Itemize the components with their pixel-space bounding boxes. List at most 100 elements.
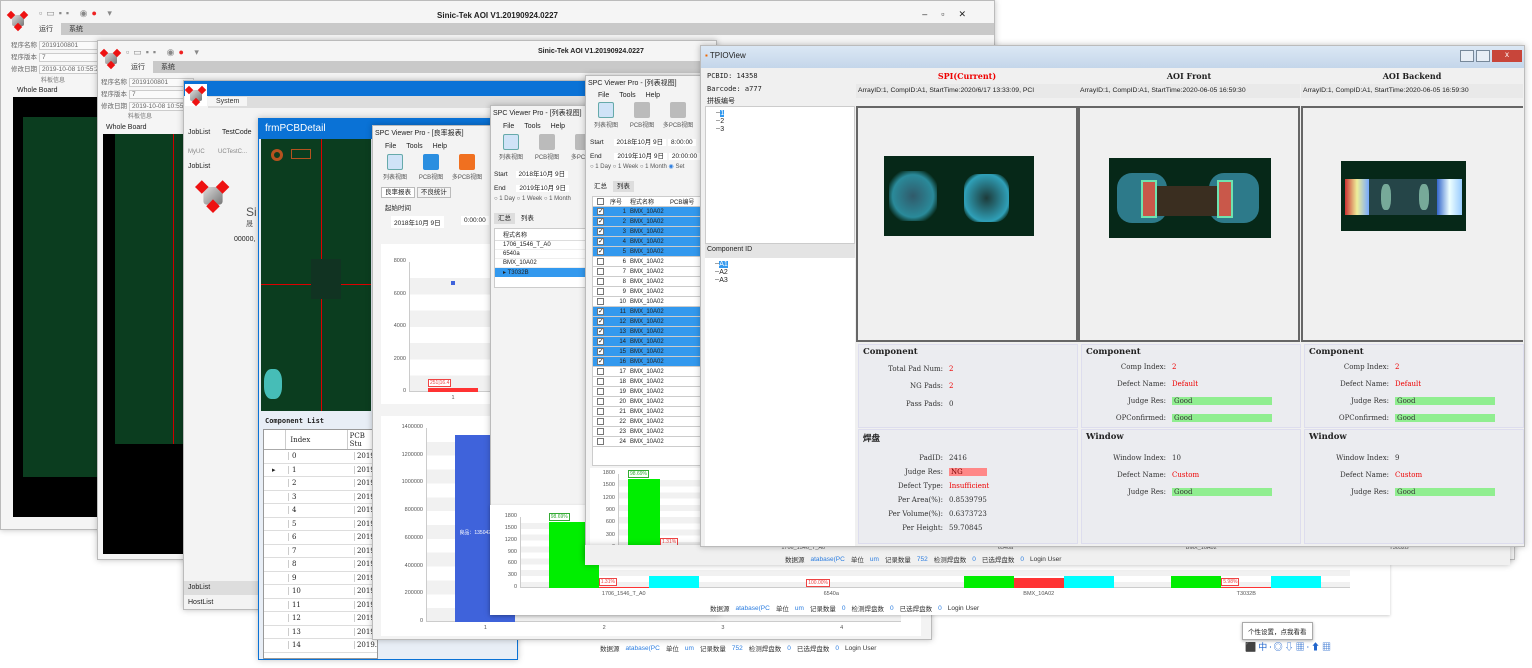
table-row[interactable]: 8 2019. xyxy=(264,558,377,572)
data-point[interactable] xyxy=(451,281,455,286)
table-row[interactable]: ✓ 15 BMX_10A02 xyxy=(593,347,706,357)
row-checkbox[interactable] xyxy=(597,398,604,405)
menu-file[interactable]: File xyxy=(598,92,610,99)
table-row[interactable]: 23 BMX_10A02 xyxy=(593,427,706,437)
menu-file[interactable]: File xyxy=(503,123,515,130)
row-checkbox[interactable]: ✓ xyxy=(597,328,604,335)
row-checkbox[interactable] xyxy=(597,388,604,395)
bar-cyan[interactable] xyxy=(1063,576,1114,588)
window-controls[interactable]: –▫✕ xyxy=(922,9,980,19)
table-row[interactable]: 18 BMX_10A02 xyxy=(593,377,706,387)
bar-green[interactable] xyxy=(628,478,660,548)
table-row[interactable]: 22 BMX_10A02 xyxy=(593,417,706,427)
menu-tools[interactable]: Tools xyxy=(524,123,541,130)
column-header-pcb[interactable]: PCB Stu xyxy=(346,430,377,449)
close-button[interactable]: x xyxy=(1492,50,1522,62)
board-view[interactable] xyxy=(103,134,188,554)
row-checkbox[interactable]: ✓ xyxy=(597,318,604,325)
table-row[interactable]: ✓ 4 BMX_10A02 xyxy=(593,237,706,247)
row-checkbox[interactable]: ✓ xyxy=(597,248,604,255)
menu-help[interactable]: Help xyxy=(550,123,566,130)
row-checkbox[interactable]: ✓ xyxy=(597,238,604,245)
row-checkbox[interactable] xyxy=(597,258,604,265)
tree-item[interactable]: ┈1 xyxy=(716,110,725,117)
tab-run[interactable]: 运行 xyxy=(123,61,153,73)
record-table[interactable]: 序号 程式名称 PCB编号 ✓ 1 BMX_10A02 ✓ 2 BMX_10A02 ✓ 3 BMX_… xyxy=(592,196,707,466)
range-radios[interactable]: ○ 1 Day ○ 1 Week ○ 1 Month xyxy=(494,196,571,202)
list-view-button[interactable]: 列表视图 xyxy=(493,134,529,161)
tab-yield-report[interactable]: 良率报表 xyxy=(381,187,415,198)
table-row[interactable]: 4 2019. xyxy=(264,504,377,518)
table-row[interactable]: 13 2019. xyxy=(264,626,377,639)
row-checkbox[interactable] xyxy=(597,408,604,415)
aoi-backend-image-pane[interactable] xyxy=(1301,106,1523,342)
multi-pcb-view-button[interactable]: 多PCB视图 xyxy=(449,154,485,181)
row-checkbox[interactable]: ✓ xyxy=(597,358,604,365)
tab-system[interactable]: 系统 xyxy=(161,64,175,71)
table-row[interactable]: ✓ 5 BMX_10A02 xyxy=(593,247,706,257)
system-tray-icons[interactable]: ⬛中⸱◎⇩▦⸱⬆▦ xyxy=(1245,642,1334,652)
table-row[interactable]: 7 2019. xyxy=(264,545,377,558)
spi-image-pane[interactable] xyxy=(856,106,1078,342)
program-row[interactable]: 1706_1546_T_A0 xyxy=(495,241,593,250)
table-row[interactable]: ✓ 12 BMX_10A02 xyxy=(593,317,706,327)
maximize-button[interactable] xyxy=(1476,50,1490,62)
tree-item[interactable]: ┈3 xyxy=(716,126,725,133)
table-row[interactable]: 5 2019. xyxy=(264,518,377,531)
table-row[interactable]: 9 2019. xyxy=(264,572,377,585)
start-date-picker[interactable]: 2018年10月 9日 xyxy=(613,139,667,146)
table-row[interactable]: ▸ 1 2019. xyxy=(264,464,377,477)
start-date-picker[interactable]: 2018年10月 9日 xyxy=(515,171,569,178)
tab-list[interactable]: 列表 xyxy=(612,181,634,192)
bar-cyan[interactable] xyxy=(648,576,699,588)
testcode-button[interactable]: TestCode xyxy=(222,129,252,136)
nav-joblist[interactable]: JobList xyxy=(184,581,259,595)
tree-item[interactable]: ┈A3 xyxy=(715,277,728,284)
bar-green[interactable] xyxy=(1171,576,1222,588)
start-date-picker[interactable]: 2018年10月 9日 xyxy=(391,216,444,228)
board-view[interactable] xyxy=(13,97,98,517)
tree-item[interactable]: ┈A1 xyxy=(715,261,728,268)
table-row[interactable]: 2 2019. xyxy=(264,477,377,491)
table-row[interactable]: 14 2019. xyxy=(264,639,377,653)
multi-pcb-view-button[interactable]: 多PCB视图 xyxy=(660,102,696,129)
table-row[interactable]: 6 BMX_10A02 xyxy=(593,257,706,267)
table-row[interactable]: 7 BMX_10A02 xyxy=(593,267,706,277)
row-checkbox[interactable]: ✓ xyxy=(597,338,604,345)
row-checkbox[interactable] xyxy=(597,278,604,285)
tab-defect-stats[interactable]: 不良统计 xyxy=(416,187,451,198)
row-checkbox[interactable] xyxy=(597,428,604,435)
bar-red[interactable] xyxy=(598,587,649,588)
tree-item[interactable]: ┈2 xyxy=(716,118,725,125)
row-checkbox[interactable] xyxy=(597,298,604,305)
tab-summary[interactable]: 汇总 xyxy=(494,213,515,224)
row-checkbox[interactable]: ✓ xyxy=(597,308,604,315)
program-row[interactable]: BMX_10A02 xyxy=(495,259,593,268)
pcb-view-button[interactable]: PCB视图 xyxy=(529,134,565,161)
pcb-view-button[interactable]: PCB视图 xyxy=(624,102,660,129)
table-row[interactable]: ✓ 1 BMX_10A02 xyxy=(593,207,706,217)
pcb-image[interactable] xyxy=(261,139,371,411)
tab-system[interactable]: System xyxy=(208,97,248,106)
nav-hostlist[interactable]: HostList xyxy=(188,599,214,606)
tab-run[interactable]: 运行 xyxy=(31,23,61,35)
menu-tools[interactable]: Tools xyxy=(406,143,423,150)
program-table[interactable]: 程式名称 1706_1546_T_A0 6540a BMX_10A02 ▸ T3… xyxy=(494,228,594,288)
row-checkbox[interactable] xyxy=(597,438,604,445)
quick-access-toolbar[interactable]: ▫▭▪▪ ◉● ▾ xyxy=(126,47,203,57)
table-row[interactable]: 12 2019. xyxy=(264,612,377,626)
end-date-picker[interactable]: 2019年10月 9日 xyxy=(614,153,668,160)
component-list-table[interactable]: Index PCB Stu 0 2019. ▸ 1 2019. 2 2019. 3 2019. 4 2… xyxy=(263,429,378,659)
row-checkbox[interactable] xyxy=(597,378,604,385)
minimize-button[interactable] xyxy=(1460,50,1474,62)
bar-cyan[interactable] xyxy=(1271,576,1322,588)
menu-file[interactable]: File xyxy=(385,143,397,150)
start-time-input[interactable]: 0:00:00 xyxy=(461,216,489,225)
list-view-button[interactable]: 列表视图 xyxy=(588,102,624,129)
program-row[interactable]: 6540a xyxy=(495,250,593,259)
tab-system[interactable]: 系统 xyxy=(69,26,83,33)
table-row[interactable]: ✓ 3 BMX_10A02 xyxy=(593,227,706,237)
row-checkbox[interactable] xyxy=(597,418,604,425)
column-header-index[interactable]: Index xyxy=(285,430,346,449)
component-tree[interactable]: ┈A1 ┈A2 ┈A3 xyxy=(705,258,855,546)
